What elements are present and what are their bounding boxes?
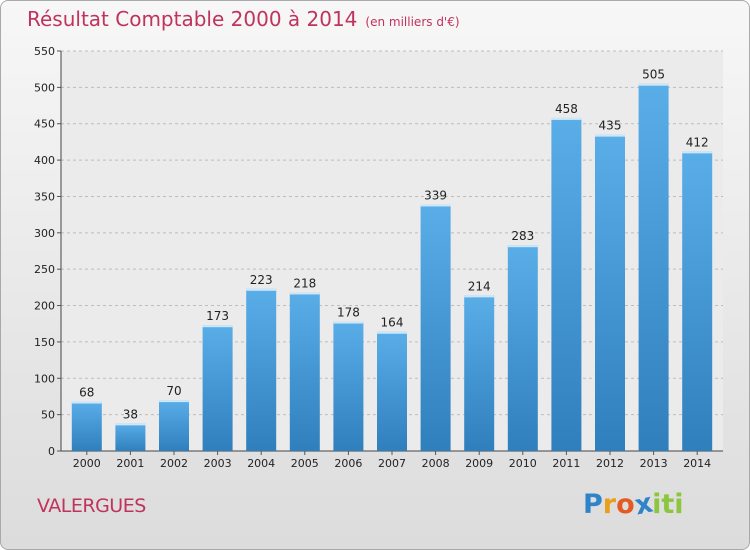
bar-highlight: [638, 83, 669, 86]
x-tick-label: 2014: [683, 457, 711, 470]
data-label: 38: [123, 407, 138, 421]
y-tick-label: 450: [34, 118, 55, 131]
logo-letter: t: [661, 489, 675, 520]
bar: [595, 134, 625, 452]
x-tick-label: 2002: [160, 457, 188, 470]
bar-highlight: [289, 292, 320, 295]
bar: [289, 292, 320, 451]
bar: [333, 321, 364, 451]
bar-highlight: [377, 331, 407, 334]
y-tick-label: 250: [34, 263, 55, 276]
bar-highlight: [682, 151, 713, 154]
bar: [682, 151, 713, 451]
bar-highlight: [333, 321, 364, 324]
chart-subtitle: (en milliers d'€): [365, 15, 460, 29]
x-tick-label: 2010: [509, 457, 537, 470]
y-tick-label: 350: [34, 190, 55, 203]
y-tick-label: 200: [34, 300, 55, 313]
data-label: 173: [206, 309, 229, 323]
bar: [638, 83, 669, 452]
x-tick-label: 2009: [465, 457, 493, 470]
bar-highlight: [159, 400, 189, 403]
data-label: 164: [381, 316, 404, 330]
data-label: 435: [599, 119, 622, 133]
y-tick-label: 100: [34, 372, 55, 385]
bar-highlight: [246, 288, 277, 291]
data-label: 218: [293, 276, 316, 290]
data-label: 458: [555, 102, 578, 116]
logo-letter: i: [674, 489, 684, 520]
bar: [507, 245, 538, 451]
x-tick-label: 2006: [334, 457, 362, 470]
y-tick-label: 50: [41, 409, 55, 422]
bar-highlight: [115, 423, 146, 426]
y-tick-label: 550: [34, 45, 55, 58]
logo-letter: r: [602, 489, 617, 520]
data-label: 223: [250, 273, 273, 287]
data-label: 505: [642, 68, 665, 82]
bar-highlight: [507, 245, 538, 248]
location-name: VALERGUES: [37, 495, 146, 517]
data-label: 339: [424, 188, 447, 202]
bar: [202, 325, 233, 451]
bar-highlight: [420, 204, 451, 207]
data-label: 214: [468, 279, 491, 293]
bar-highlight: [595, 134, 625, 137]
logo-letter: o: [616, 489, 635, 520]
x-tick-label: 2012: [596, 457, 624, 470]
x-tick-label: 2001: [116, 457, 144, 470]
proxiti-logo: Proxiti: [583, 488, 684, 522]
bar: [377, 331, 407, 451]
y-tick-label: 300: [34, 227, 55, 240]
x-tick-label: 2011: [552, 457, 580, 470]
bar: [159, 400, 189, 451]
bar: [551, 117, 582, 451]
data-label: 412: [686, 135, 709, 149]
bar-highlight: [464, 295, 495, 298]
data-label: 68: [79, 386, 94, 400]
x-tick-label: 2005: [291, 457, 319, 470]
chart-title: Résultat Comptable 2000 à 2014 (en millie…: [27, 7, 460, 31]
x-tick-label: 2013: [640, 457, 668, 470]
logo-letter: P: [583, 489, 603, 520]
x-tick-label: 2008: [422, 457, 450, 470]
y-tick-label: 150: [34, 336, 55, 349]
data-label: 283: [511, 229, 534, 243]
x-tick-label: 2000: [73, 457, 101, 470]
data-label: 70: [166, 384, 181, 398]
bar: [464, 295, 495, 451]
bar-highlight: [71, 401, 102, 404]
bar-highlight: [202, 325, 233, 328]
bar: [420, 204, 451, 451]
data-label: 178: [337, 306, 360, 320]
bar-highlight: [551, 117, 582, 120]
x-tick-label: 2007: [378, 457, 406, 470]
y-tick-label: 0: [48, 445, 55, 458]
bar: [115, 423, 146, 451]
bar: [246, 288, 277, 451]
chart-title-text: Résultat Comptable 2000 à 2014: [27, 7, 358, 31]
logo-letter: i: [652, 489, 662, 520]
bar: [71, 401, 102, 451]
x-tick-label: 2004: [247, 457, 275, 470]
y-tick-label: 400: [34, 154, 55, 167]
x-tick-label: 2003: [204, 457, 232, 470]
y-tick-label: 500: [34, 81, 55, 94]
